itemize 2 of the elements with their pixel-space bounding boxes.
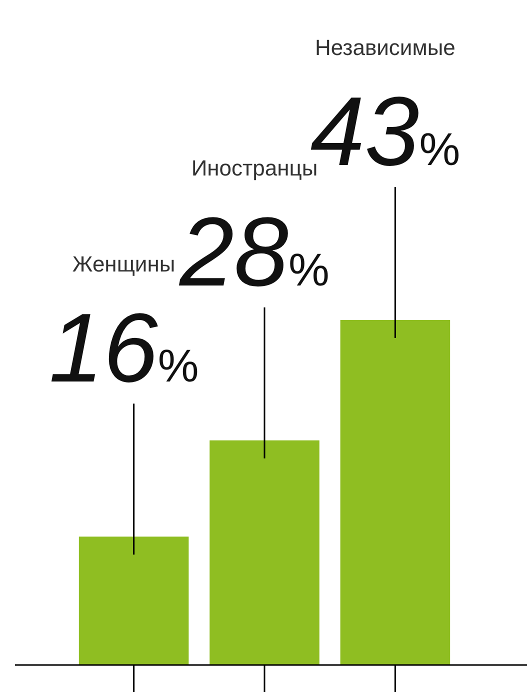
text: Женщины bbox=[72, 252, 176, 277]
text: Независимые bbox=[314, 35, 456, 60]
